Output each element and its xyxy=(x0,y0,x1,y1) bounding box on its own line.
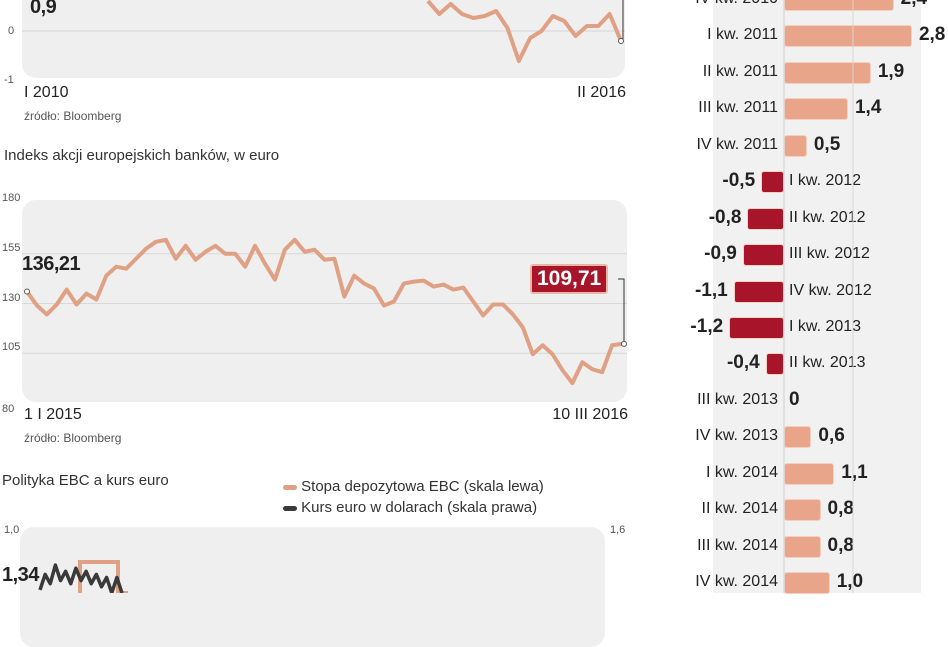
chart1-panel xyxy=(22,0,625,78)
bar xyxy=(733,280,784,303)
chart2-source: źródło: Bloomberg xyxy=(24,431,122,445)
bar-category-label: I kw. 2011 xyxy=(707,26,778,44)
legend-item-euro: Kurs euro w dolarach (skala prawa) xyxy=(283,499,537,516)
chart2-ytick: 130 xyxy=(2,291,21,304)
bar-value-label: -0,9 xyxy=(704,243,737,265)
bar-category-label: IV kw. 2012 xyxy=(789,281,872,299)
chart2-end-connector xyxy=(618,278,625,344)
bar-value-label: 0 xyxy=(789,388,800,410)
chart1-series-line xyxy=(426,0,623,63)
bar-category-label: III kw. 2013 xyxy=(697,390,778,408)
bar-value-label: 1,9 xyxy=(877,60,905,82)
bar-category-label: III kw. 2014 xyxy=(697,536,778,554)
bar-category-label: IV kw. 2013 xyxy=(695,427,778,445)
bar-value-label: 0,6 xyxy=(818,425,845,447)
bar-value-label: 1,0 xyxy=(836,571,864,593)
bar-value-label: -1,2 xyxy=(690,315,724,337)
bar-category-label: I kw. 2014 xyxy=(705,463,778,481)
bar-value-label: 2,8 xyxy=(918,24,946,46)
chart1-xlabel-start: I 2010 xyxy=(24,84,69,101)
chart1-start-label: 0,9 xyxy=(30,0,57,18)
bar-category-label: IV kw. 2014 xyxy=(695,573,778,591)
legend-label: Kurs euro w dolarach (skala prawa) xyxy=(301,499,538,516)
chart2-ytick: 155 xyxy=(2,241,21,254)
chart1-end-point xyxy=(618,38,624,44)
chart2-series-line xyxy=(25,237,623,386)
chart3-deposit-line xyxy=(78,560,128,593)
line-charts xyxy=(22,0,854,593)
bar-category-label: II kw. 2014 xyxy=(701,500,779,518)
bar xyxy=(747,207,784,230)
bar-category-label: IV kw. 2011 xyxy=(696,135,778,153)
chart1-ytick: -1 xyxy=(4,74,14,86)
bar-value-label: 0,5 xyxy=(813,133,841,155)
legend-swatch-euro xyxy=(283,505,297,511)
bar-value-label: 0,8 xyxy=(827,498,854,520)
chart3-euro-line xyxy=(38,563,124,593)
chart2-xlabel-end: 10 III 2016 xyxy=(552,406,628,423)
bar-category-label: II kw. 2013 xyxy=(789,354,866,372)
bar-category-label: III kw. 2011 xyxy=(698,99,778,117)
bar-value-label: -0,4 xyxy=(726,352,760,374)
chart1-source: źródło: Bloomberg xyxy=(24,109,122,123)
chart3-title: Polityka EBC a kurs euro xyxy=(2,472,169,489)
chart2-title: Indeks akcji europejskich banków, w euro xyxy=(4,147,280,164)
bar xyxy=(742,244,784,267)
legend-item-deposit: Stopa depozytowa EBC (skala lewa) xyxy=(283,478,544,495)
bar xyxy=(729,316,784,339)
chart2-xlabel-start: 1 I 2015 xyxy=(24,406,82,423)
bar-category-label: II kw. 2011 xyxy=(702,62,778,80)
bar-category-label: I kw. 2012 xyxy=(789,172,862,190)
bar-value-label: 0,8 xyxy=(827,534,854,556)
bar-value-label: -1,1 xyxy=(694,279,728,301)
bar-value-label: -0,8 xyxy=(708,206,742,228)
bar-value-label: -0,5 xyxy=(722,170,756,192)
bar xyxy=(784,426,812,449)
bar-category-label: III kw. 2012 xyxy=(789,245,870,263)
chart3-left-tick: 1,0 xyxy=(4,524,20,536)
bar-value-label: 2,4 xyxy=(901,0,927,10)
chart2-ytick: 105 xyxy=(2,341,21,354)
bar-category-label: IV kw. 2010 xyxy=(695,0,778,8)
chart1-xlabel-end: II 2016 xyxy=(577,84,626,101)
chart3-start-label: 1,34 xyxy=(2,564,39,586)
bar xyxy=(784,462,835,485)
chart2-ytick: 80 xyxy=(2,403,15,415)
bar-value-label: 1,4 xyxy=(854,97,882,119)
chart1-ytick: 0 xyxy=(8,25,15,37)
bar-category-label: I kw. 2013 xyxy=(789,317,862,335)
chart3-right-tick: 1,6 xyxy=(610,524,626,536)
bar xyxy=(765,353,784,376)
chart2-start-point xyxy=(24,288,30,295)
chart2-panel xyxy=(22,200,627,402)
bar-value-label: 1,1 xyxy=(841,461,868,483)
legend-label: Stopa depozytowa EBC (skala lewa) xyxy=(301,478,544,495)
bar-category-label: II kw. 2012 xyxy=(789,208,866,226)
chart2-end-point xyxy=(621,340,627,347)
chart2-end-label: 109,71 xyxy=(530,264,609,294)
chart2-start-label: 136,21 xyxy=(22,253,81,275)
chart2-ytick: 180 xyxy=(2,192,21,204)
bar xyxy=(761,171,784,194)
legend-swatch-deposit xyxy=(283,484,297,490)
